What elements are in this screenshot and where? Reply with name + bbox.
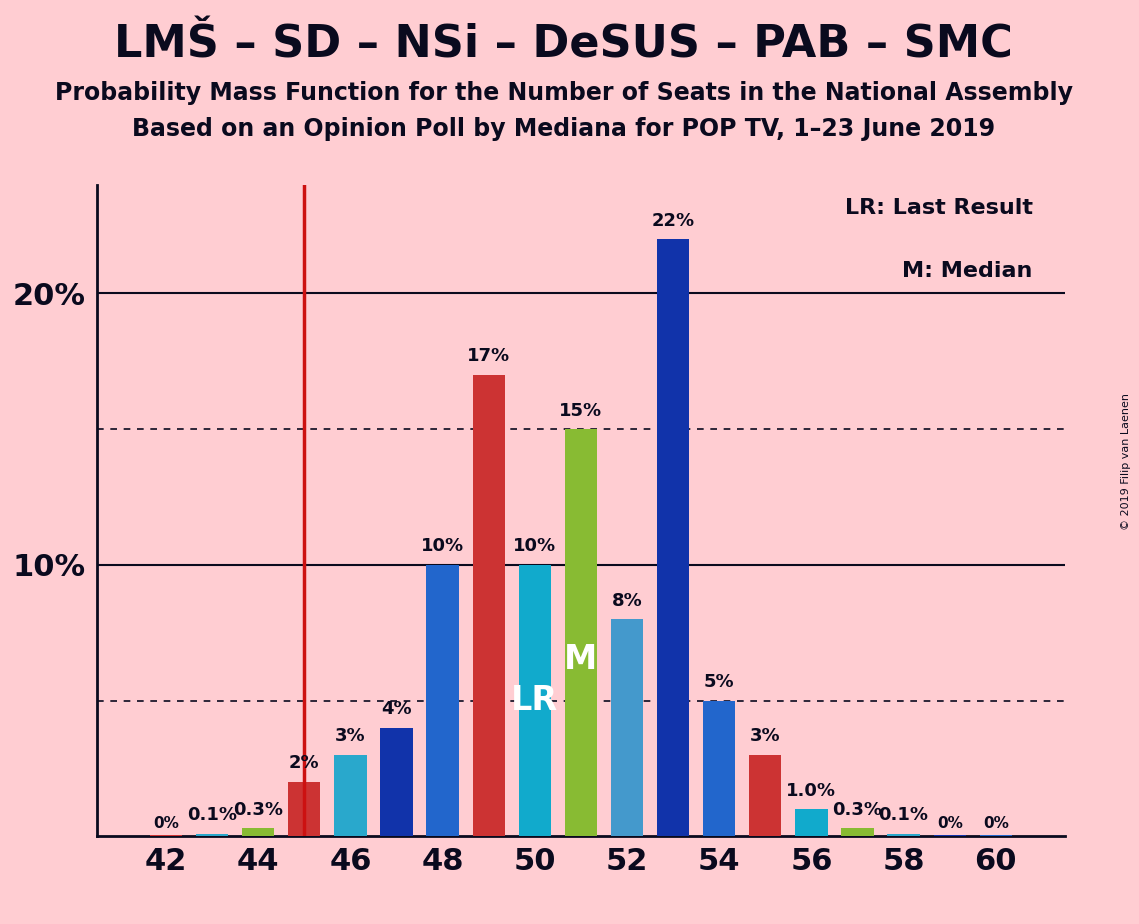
- Text: 22%: 22%: [652, 212, 695, 229]
- Text: 3%: 3%: [749, 727, 780, 746]
- Bar: [196, 833, 228, 836]
- Text: Based on an Opinion Poll by Mediana for POP TV, 1–23 June 2019: Based on an Opinion Poll by Mediana for …: [132, 117, 995, 141]
- Text: LR: Last Result: LR: Last Result: [845, 199, 1033, 218]
- Text: 0.1%: 0.1%: [878, 806, 928, 824]
- Text: LMŠ – SD – NSi – DeSUS – PAB – SMC: LMŠ – SD – NSi – DeSUS – PAB – SMC: [114, 23, 1014, 67]
- Bar: [749, 755, 781, 836]
- Bar: [842, 828, 874, 836]
- Text: 2%: 2%: [289, 754, 320, 772]
- Text: 5%: 5%: [704, 673, 735, 691]
- Text: LR: LR: [511, 684, 558, 717]
- Bar: [473, 375, 505, 836]
- Text: M: Median: M: Median: [902, 261, 1033, 281]
- Bar: [150, 835, 182, 836]
- Text: 0.3%: 0.3%: [833, 800, 883, 819]
- Bar: [611, 619, 644, 836]
- Text: 0.1%: 0.1%: [187, 806, 237, 824]
- Text: 10%: 10%: [421, 537, 465, 555]
- Bar: [980, 835, 1011, 836]
- Bar: [795, 809, 828, 836]
- Text: 1.0%: 1.0%: [786, 782, 836, 799]
- Bar: [334, 755, 367, 836]
- Bar: [565, 429, 597, 836]
- Text: 0%: 0%: [983, 816, 1009, 831]
- Bar: [703, 700, 736, 836]
- Text: 17%: 17%: [467, 347, 510, 365]
- Bar: [426, 565, 459, 836]
- Bar: [657, 239, 689, 836]
- Bar: [934, 835, 966, 836]
- Text: 0%: 0%: [153, 816, 179, 831]
- Text: 0.3%: 0.3%: [233, 800, 284, 819]
- Text: 3%: 3%: [335, 727, 366, 746]
- Text: 10%: 10%: [514, 537, 556, 555]
- Text: 15%: 15%: [559, 402, 603, 419]
- Text: 0%: 0%: [936, 816, 962, 831]
- Text: M: M: [564, 643, 598, 676]
- Bar: [380, 728, 412, 836]
- Bar: [518, 565, 551, 836]
- Bar: [887, 833, 920, 836]
- Bar: [243, 828, 274, 836]
- Text: © 2019 Filip van Laenen: © 2019 Filip van Laenen: [1121, 394, 1131, 530]
- Bar: [288, 782, 320, 836]
- Text: Probability Mass Function for the Number of Seats in the National Assembly: Probability Mass Function for the Number…: [55, 81, 1073, 105]
- Text: 8%: 8%: [612, 591, 642, 610]
- Text: 4%: 4%: [382, 700, 412, 718]
